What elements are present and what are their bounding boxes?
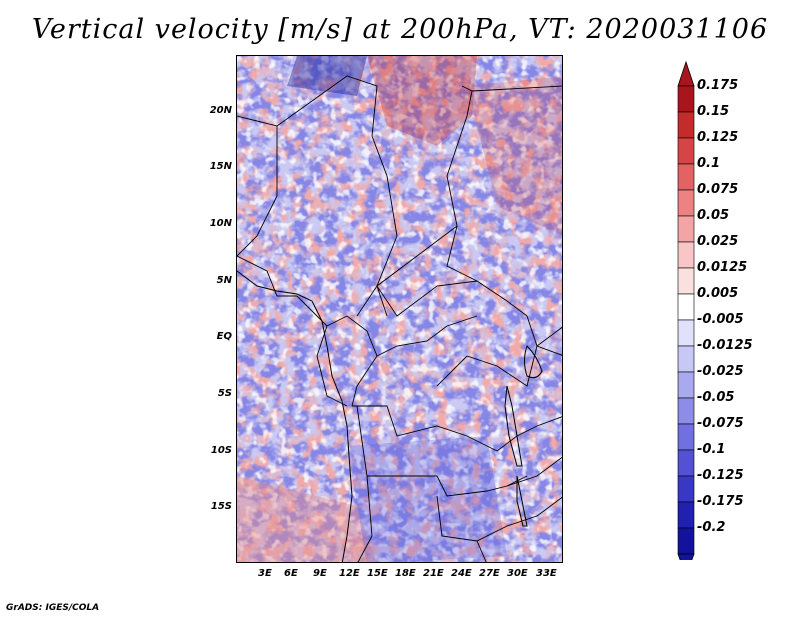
colorbar-label: -0.1 [697, 442, 726, 457]
colorbar-label: -0.2 [697, 520, 726, 535]
velocity-field [237, 56, 562, 562]
lon-label-18e: 18E [395, 568, 416, 579]
colorbar-segment [677, 215, 695, 243]
colorbar-segment [677, 371, 695, 399]
lon-label-12e: 12E [339, 568, 360, 579]
colorbar-segment [677, 111, 695, 139]
footer-credit: GrADS: IGES/COLA [6, 603, 100, 613]
colorbar-segment [677, 241, 695, 269]
colorbar-segment [677, 475, 695, 503]
colorbar [677, 60, 695, 560]
chart-title: Vertical velocity [m/s] at 200hPa, VT: 2… [31, 14, 769, 45]
colorbar-segment [677, 423, 695, 451]
colorbar-label: 0.125 [697, 130, 739, 145]
lon-label-6e: 6E [284, 568, 298, 579]
colorbar-label: -0.075 [697, 416, 744, 431]
colorbar-segment [677, 189, 695, 217]
lon-label-15e: 15E [367, 568, 388, 579]
colorbar-bottom-arrow [677, 553, 695, 560]
lat-label-5n: 5N [216, 275, 232, 286]
lat-label-eq: EQ [216, 331, 232, 342]
colorbar-label: 0.1 [697, 156, 721, 171]
lat-label-10n: 10N [209, 218, 232, 229]
lon-label-30e: 30E [507, 568, 528, 579]
colorbar-label: -0.025 [697, 364, 744, 379]
colorbar-label: 0.005 [697, 286, 739, 301]
colorbar-segment [677, 397, 695, 425]
colorbar-top-arrow [677, 60, 695, 87]
colorbar-segment [677, 163, 695, 191]
colorbar-segment [677, 267, 695, 295]
colorbar-segment [677, 345, 695, 373]
colorbar-label: 0.15 [697, 104, 730, 119]
colorbar-segment [677, 293, 695, 321]
lon-label-33e: 33E [536, 568, 557, 579]
colorbar-label: -0.005 [697, 312, 744, 327]
colorbar-segment [677, 137, 695, 165]
colorbar-segment [677, 527, 695, 555]
colorbar-label: 0.175 [697, 78, 739, 93]
lon-label-24e: 24E [451, 568, 472, 579]
lon-label-9e: 9E [313, 568, 327, 579]
lat-label-20n: 20N [209, 105, 232, 116]
lat-label-15s: 15S [210, 501, 232, 512]
colorbar-segment [677, 449, 695, 477]
colorbar-label: -0.05 [697, 390, 735, 405]
colorbar-label: 0.0125 [697, 260, 748, 275]
colorbar-segment [677, 319, 695, 347]
colorbar-segment [677, 85, 695, 113]
colorbar-segment [677, 501, 695, 529]
colorbar-label: 0.075 [697, 182, 739, 197]
lon-label-27e: 27E [479, 568, 500, 579]
lat-label-15n: 15N [209, 161, 232, 172]
colorbar-label: -0.175 [697, 494, 744, 509]
lon-label-3e: 3E [258, 568, 272, 579]
colorbar-label: 0.05 [697, 208, 730, 223]
lon-label-21e: 21E [423, 568, 444, 579]
colorbar-label: 0.025 [697, 234, 739, 249]
colorbar-label: -0.0125 [697, 338, 753, 353]
map-panel [236, 55, 563, 563]
lat-label-5s: 5S [217, 388, 232, 399]
colorbar-label: -0.125 [697, 468, 744, 483]
lat-label-10s: 10S [210, 445, 232, 456]
